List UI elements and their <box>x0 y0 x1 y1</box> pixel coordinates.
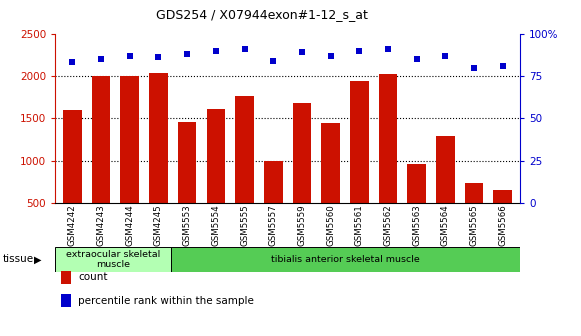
Text: GSM4242: GSM4242 <box>68 205 77 246</box>
Bar <box>171 247 520 272</box>
Text: extraocular skeletal
muscle: extraocular skeletal muscle <box>66 250 160 269</box>
Text: GSM5561: GSM5561 <box>355 205 364 246</box>
Point <box>68 60 77 65</box>
Text: ▶: ▶ <box>34 254 41 264</box>
Text: GSM4243: GSM4243 <box>96 205 106 246</box>
Bar <box>63 110 82 246</box>
Point <box>268 58 278 64</box>
Text: GSM5562: GSM5562 <box>383 205 393 246</box>
Text: GDS254 / X07944exon#1-12_s_at: GDS254 / X07944exon#1-12_s_at <box>156 8 367 22</box>
Bar <box>178 122 196 246</box>
Bar <box>120 76 139 246</box>
Bar <box>407 164 426 246</box>
Bar <box>235 96 254 246</box>
Bar <box>321 123 340 246</box>
Text: GSM5553: GSM5553 <box>182 205 192 246</box>
Point <box>240 46 249 51</box>
Point <box>297 50 307 55</box>
Point <box>96 56 106 62</box>
Text: count: count <box>78 272 108 282</box>
Point <box>326 53 335 58</box>
Text: GSM5554: GSM5554 <box>211 205 220 246</box>
Bar <box>264 161 282 246</box>
Bar <box>92 76 110 246</box>
Point <box>469 65 479 70</box>
Text: tissue: tissue <box>3 254 34 264</box>
Point <box>182 51 192 57</box>
Point <box>354 48 364 53</box>
Text: GSM5555: GSM5555 <box>240 205 249 246</box>
Point <box>383 46 393 51</box>
Bar <box>493 190 512 246</box>
Bar <box>149 73 168 246</box>
Point <box>125 53 134 58</box>
Text: GSM5563: GSM5563 <box>412 205 421 246</box>
Bar <box>379 74 397 246</box>
Point <box>154 55 163 60</box>
Text: GSM5564: GSM5564 <box>441 205 450 246</box>
Bar <box>465 183 483 246</box>
Text: percentile rank within the sample: percentile rank within the sample <box>78 296 254 306</box>
Point <box>412 56 421 62</box>
Point <box>498 63 507 69</box>
Text: GSM5557: GSM5557 <box>269 205 278 246</box>
Bar <box>293 103 311 246</box>
Bar <box>436 136 455 246</box>
Bar <box>350 81 369 246</box>
Text: GSM4245: GSM4245 <box>154 205 163 246</box>
Text: GSM4244: GSM4244 <box>125 205 134 246</box>
Text: GSM5565: GSM5565 <box>469 205 479 246</box>
Text: GSM5566: GSM5566 <box>498 205 507 246</box>
Bar <box>55 247 171 272</box>
Point <box>211 48 221 53</box>
Bar <box>206 109 225 246</box>
Text: tibialis anterior skeletal muscle: tibialis anterior skeletal muscle <box>271 255 420 264</box>
Text: GSM5559: GSM5559 <box>297 205 306 246</box>
Point <box>441 53 450 58</box>
Text: GSM5560: GSM5560 <box>326 205 335 246</box>
